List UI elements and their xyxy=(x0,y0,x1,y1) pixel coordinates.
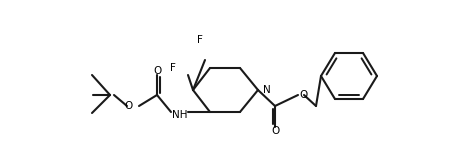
Text: F: F xyxy=(197,35,203,45)
Text: F: F xyxy=(170,63,176,73)
Text: NH: NH xyxy=(172,110,188,120)
Text: O: O xyxy=(271,126,279,136)
Text: O: O xyxy=(299,90,307,100)
Text: O: O xyxy=(153,66,161,76)
Text: O: O xyxy=(125,101,133,111)
Text: N: N xyxy=(263,85,271,95)
